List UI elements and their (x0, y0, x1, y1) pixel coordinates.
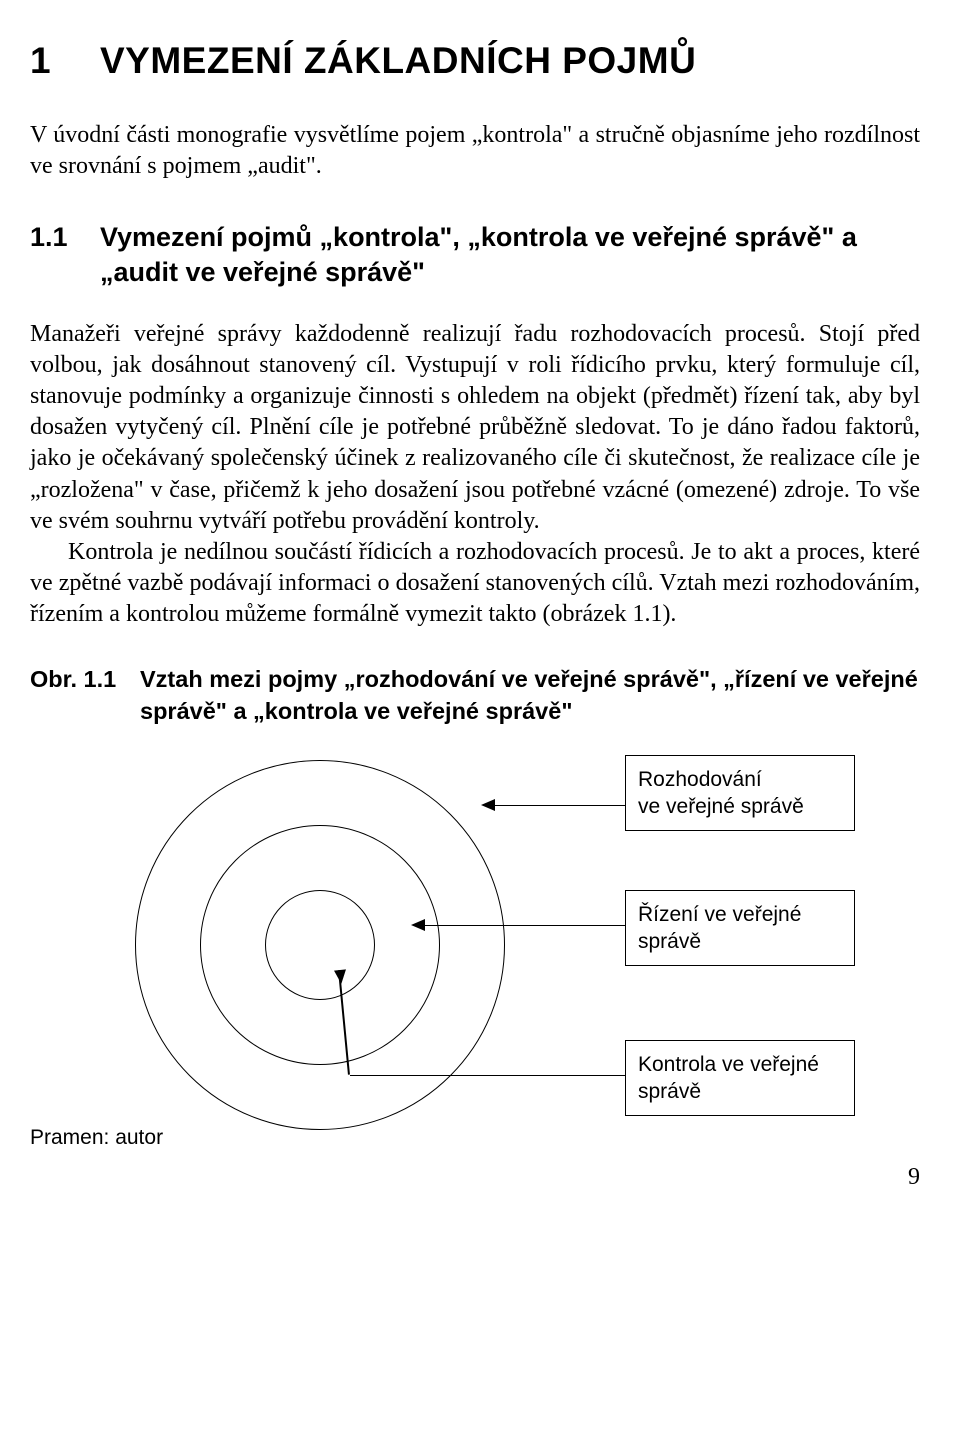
page-number: 9 (30, 1164, 920, 1191)
diagram-arrow-line (495, 805, 625, 807)
body-paragraph-2: Kontrola je nedílnou součástí řídicích a… (30, 539, 920, 627)
diagram-label-line2: ve veřejné správě (638, 793, 842, 820)
diagram-arrow-line (425, 925, 625, 927)
diagram-arrow-head-icon (481, 799, 495, 811)
chapter-number: 1 (30, 40, 100, 82)
section-title-text: Vymezení pojmů „kontrola", „kontrola ve … (100, 220, 920, 290)
diagram-label-box: Řízení ve veřejnésprávě (625, 890, 855, 967)
body-paragraph-1: Manažeři veřejné správy každodenně reali… (30, 321, 920, 534)
section-title: 1.1 Vymezení pojmů „kontrola", „kontrola… (30, 220, 920, 290)
diagram-label-line1: Řízení ve veřejné (638, 901, 842, 928)
diagram-label-line1: Rozhodování (638, 766, 842, 793)
chapter-title: 1 VYMEZENÍ ZÁKLADNÍCH POJMŮ (30, 40, 920, 82)
diagram-label-box: Kontrola ve veřejnésprávě (625, 1040, 855, 1117)
diagram-label-line2: správě (638, 928, 842, 955)
diagram-nested-circles: Rozhodováníve veřejné správě Řízení ve ve… (30, 750, 910, 1150)
diagram-label-line2: správě (638, 1078, 842, 1105)
chapter-title-text: VYMEZENÍ ZÁKLADNÍCH POJMŮ (100, 40, 696, 82)
intro-paragraph: V úvodní části monografie vysvětlíme poj… (30, 120, 920, 182)
figure-caption: Obr. 1.1 Vztah mezi pojmy „rozhodování v… (30, 664, 920, 727)
diagram-arrow-head-icon (411, 919, 425, 931)
section-number: 1.1 (30, 220, 100, 290)
body-text: Manažeři veřejné správy každodenně reali… (30, 319, 920, 631)
diagram-arrow-head-icon (334, 969, 347, 984)
figure-label: Obr. 1.1 (30, 664, 140, 727)
diagram-label-line1: Kontrola ve veřejné (638, 1051, 842, 1078)
diagram-circle (265, 890, 375, 1000)
diagram-label-box: Rozhodováníve veřejné správě (625, 755, 855, 832)
diagram-arrow-line (350, 1075, 625, 1077)
figure-caption-text: Vztah mezi pojmy „rozhodování ve veřejné… (140, 664, 920, 727)
